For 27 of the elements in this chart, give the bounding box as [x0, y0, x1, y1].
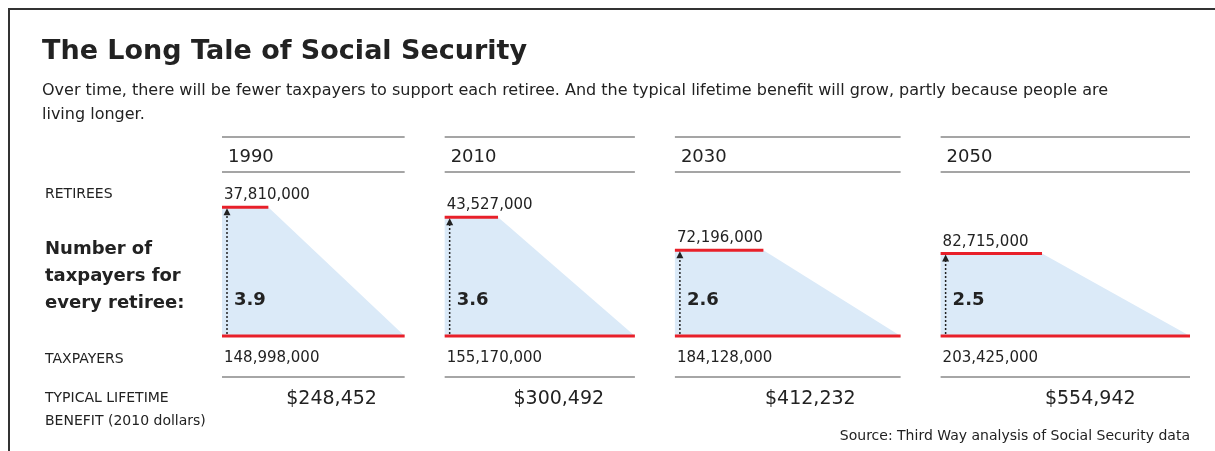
text: The Long Tale of Social Security [42, 34, 528, 65]
data-label: 43,527,000 [446, 195, 533, 214]
data-label: 155,170,000 [446, 348, 543, 366]
data-label: 3.6 [456, 288, 489, 309]
data-label: 2.6 [686, 288, 719, 309]
category-label: 2050 [946, 145, 993, 166]
text: TAXPAYERS [45, 350, 124, 366]
data-label: 148,998,000 [224, 348, 320, 366]
source-note: Source: Third Way analysis of Social Security data [839, 427, 1190, 443]
category-label: 1990 [228, 145, 274, 166]
data-label: 2.5 [952, 288, 985, 309]
data-label: 3.9 [234, 288, 266, 309]
data-label: $300,492 [513, 386, 605, 408]
data-label: 37,810,000 [224, 185, 310, 204]
category-label: 2010 [450, 145, 497, 166]
data-label: 203,425,000 [942, 348, 1039, 366]
data-label: $554,942 [1044, 386, 1136, 408]
data-label: 82,715,000 [942, 231, 1029, 250]
data-label: 184,128,000 [676, 348, 773, 366]
data-label: $248,452 [286, 386, 377, 408]
category-label: 2030 [680, 145, 727, 166]
data-label: 72,196,000 [676, 228, 763, 247]
text: TYPICAL LIFETIME BENEFIT (2010 dollars) [45, 388, 207, 430]
data-label: $412,232 [764, 386, 856, 408]
text: Over time, there will be fewer taxpayers to support each retiree. And the typical lifetime benefit will grow, partly because people are living longer. [42, 79, 1110, 125]
text: Number of taxpayers for every retiree: [45, 236, 186, 314]
text: RETIREES [45, 185, 113, 201]
